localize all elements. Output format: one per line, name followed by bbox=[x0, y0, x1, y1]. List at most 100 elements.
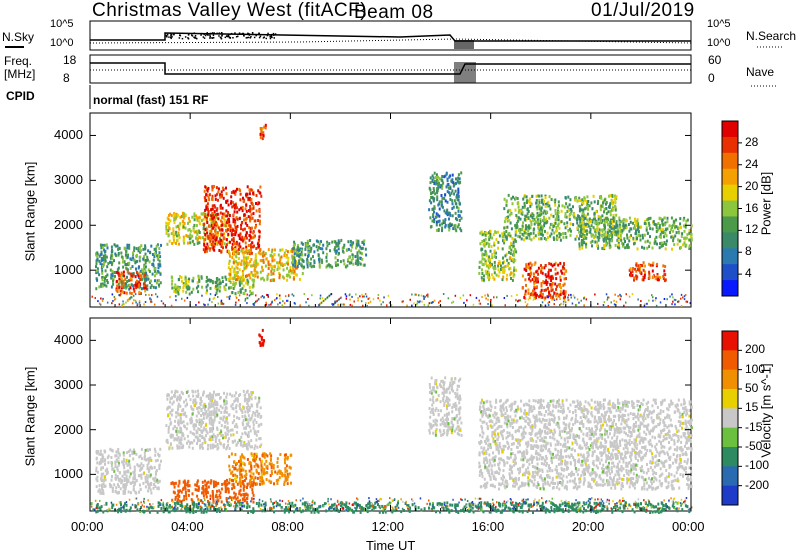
data-cell bbox=[204, 185, 207, 189]
data-cell bbox=[102, 492, 105, 496]
data-cell bbox=[149, 473, 152, 477]
data-cell bbox=[182, 239, 185, 243]
noise-dot bbox=[218, 32, 221, 34]
noise-dot bbox=[188, 33, 190, 35]
data-cell bbox=[576, 218, 578, 222]
data-cell bbox=[135, 247, 138, 251]
data-cell bbox=[165, 225, 168, 228]
data-cell bbox=[235, 265, 238, 269]
data-cell bbox=[386, 304, 388, 307]
data-cell bbox=[448, 186, 451, 190]
data-cell bbox=[96, 475, 99, 479]
data-cell bbox=[523, 267, 526, 271]
data-cell bbox=[128, 246, 131, 250]
data-cell bbox=[438, 182, 440, 185]
data-cell bbox=[203, 240, 206, 244]
data-cell bbox=[245, 422, 248, 426]
data-cell bbox=[148, 459, 150, 463]
data-cell bbox=[178, 479, 181, 483]
data-cell bbox=[488, 278, 490, 282]
data-cell bbox=[217, 217, 220, 221]
data-cell bbox=[95, 485, 98, 489]
data-cell bbox=[659, 235, 662, 239]
data-cell bbox=[235, 228, 238, 231]
data-cell bbox=[241, 497, 244, 501]
data-cell bbox=[142, 274, 145, 278]
data-cell bbox=[361, 241, 364, 244]
data-cell bbox=[207, 211, 210, 215]
data-cell bbox=[151, 466, 153, 470]
data-cell bbox=[123, 282, 126, 286]
data-cell bbox=[432, 301, 434, 303]
data-cell bbox=[231, 428, 234, 432]
data-cell bbox=[104, 254, 107, 258]
data-cell bbox=[561, 267, 564, 271]
data-cell bbox=[628, 268, 631, 272]
data-cell bbox=[191, 389, 194, 393]
data-cell bbox=[514, 238, 517, 242]
data-cell bbox=[578, 217, 581, 221]
data-cell bbox=[224, 221, 227, 225]
data-cell bbox=[603, 221, 606, 225]
data-cell bbox=[147, 268, 150, 272]
data-cell bbox=[115, 450, 118, 454]
data-cell bbox=[129, 257, 132, 261]
data-cell bbox=[445, 171, 448, 175]
data-cell bbox=[178, 438, 181, 442]
data-cell bbox=[218, 494, 221, 498]
data-cell bbox=[543, 218, 545, 222]
data-cell bbox=[592, 226, 595, 230]
data-cell bbox=[239, 189, 242, 193]
data-cell bbox=[221, 242, 224, 246]
data-cell bbox=[222, 445, 225, 449]
data-cell bbox=[596, 202, 599, 205]
data-cell bbox=[664, 278, 667, 282]
data-cell bbox=[138, 285, 141, 289]
data-cell bbox=[221, 193, 223, 197]
data-cell bbox=[614, 243, 617, 247]
noise-dot bbox=[171, 34, 173, 36]
data-cell bbox=[128, 459, 131, 463]
data-cell bbox=[148, 293, 150, 296]
data-cell bbox=[326, 264, 329, 268]
data-cell bbox=[630, 227, 633, 231]
data-cell bbox=[211, 426, 214, 430]
data-cell bbox=[625, 225, 628, 229]
data-cell bbox=[196, 232, 199, 236]
data-cell bbox=[242, 279, 245, 282]
data-cell bbox=[110, 263, 113, 267]
data-cell bbox=[153, 255, 156, 259]
data-cell bbox=[226, 199, 229, 203]
data-cell bbox=[556, 295, 559, 298]
data-cell bbox=[215, 281, 218, 285]
data-cell bbox=[530, 238, 533, 242]
data-cell bbox=[208, 278, 211, 282]
data-cell bbox=[481, 233, 484, 237]
data-cell bbox=[101, 246, 104, 250]
data-cell bbox=[240, 223, 243, 227]
data-cell bbox=[216, 288, 219, 292]
data-cell bbox=[125, 483, 128, 486]
data-cell bbox=[159, 447, 162, 451]
data-cell bbox=[541, 271, 544, 275]
data-cell bbox=[632, 236, 635, 240]
data-cell bbox=[643, 246, 646, 250]
data-cell bbox=[135, 284, 138, 288]
data-cell bbox=[236, 187, 238, 191]
data-cell bbox=[588, 220, 591, 224]
data-cell bbox=[146, 466, 149, 470]
noise-dot bbox=[202, 36, 205, 38]
data-cell bbox=[235, 391, 238, 395]
data-cell bbox=[293, 271, 296, 275]
data-cell bbox=[462, 294, 465, 297]
data-cell bbox=[237, 290, 240, 294]
data-cell bbox=[545, 288, 547, 292]
data-cell bbox=[252, 191, 255, 195]
data-cell bbox=[245, 263, 248, 267]
data-cell bbox=[562, 283, 565, 287]
data-cell bbox=[457, 209, 460, 213]
data-cell bbox=[118, 261, 121, 265]
data-cell bbox=[223, 232, 226, 236]
data-cell bbox=[225, 245, 228, 249]
data-cell bbox=[230, 231, 233, 235]
